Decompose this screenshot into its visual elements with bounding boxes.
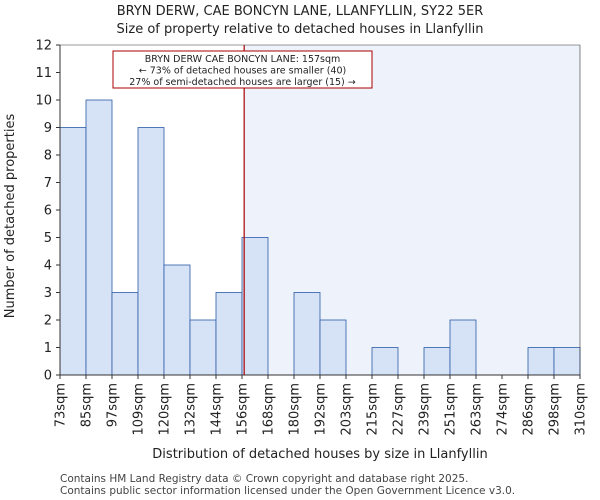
y-tick-label: 11 bbox=[35, 66, 52, 81]
x-tick-label: 274sqm bbox=[496, 383, 511, 436]
x-tick-label: 168sqm bbox=[262, 383, 277, 436]
x-tick-label: 73sqm bbox=[54, 383, 69, 427]
bar bbox=[319, 319, 347, 376]
footer-line1: Contains HM Land Registry data © Crown c… bbox=[60, 473, 469, 485]
x-tick-label: 263sqm bbox=[470, 383, 485, 436]
y-tick-label: 3 bbox=[44, 286, 52, 301]
y-tick-label: 0 bbox=[44, 369, 52, 384]
annotation-box bbox=[112, 50, 373, 89]
x-tick-label: 203sqm bbox=[340, 383, 355, 436]
annotation-line-1: BRYN DERW CAE BONCYN LANE: 157sqm bbox=[145, 54, 341, 65]
bar bbox=[189, 319, 217, 376]
y-tick-label: 5 bbox=[44, 231, 52, 246]
bar bbox=[137, 127, 165, 376]
y-tick-label: 7 bbox=[44, 176, 52, 191]
x-tick-label: 109sqm bbox=[132, 383, 147, 436]
y-tick-label: 8 bbox=[44, 149, 52, 164]
annotation-line-2: ← 73% of detached houses are smaller (40… bbox=[139, 66, 346, 77]
y-tick-label: 2 bbox=[44, 314, 52, 329]
x-tick-label: 227sqm bbox=[392, 383, 407, 436]
bar bbox=[423, 347, 451, 376]
y-tick-label: 1 bbox=[44, 341, 52, 356]
bar bbox=[371, 347, 399, 376]
y-tick-label: 4 bbox=[44, 259, 52, 274]
x-tick-label: 120sqm bbox=[158, 383, 173, 436]
x-tick-label: 192sqm bbox=[314, 383, 329, 436]
x-tick-label: 286sqm bbox=[522, 383, 537, 436]
bar bbox=[85, 99, 113, 376]
x-tick-label: 180sqm bbox=[288, 383, 303, 436]
footer-line2: Contains public sector information licen… bbox=[60, 485, 516, 497]
y-axis-label: Number of detached properties bbox=[3, 114, 18, 319]
annotation-line-3: 27% of semi-detached houses are larger (… bbox=[129, 77, 356, 88]
bar bbox=[293, 292, 321, 376]
x-tick-label: 97sqm bbox=[106, 383, 121, 427]
x-tick-label: 239sqm bbox=[418, 383, 433, 436]
bar bbox=[241, 237, 269, 376]
bar bbox=[553, 347, 581, 376]
x-tick-label: 156sqm bbox=[236, 383, 251, 436]
bar bbox=[527, 347, 555, 376]
x-tick-label: 251sqm bbox=[444, 383, 459, 436]
y-tick-label: 9 bbox=[44, 121, 52, 136]
chart-title-line2: Size of property relative to detached ho… bbox=[117, 22, 484, 37]
x-axis-label: Distribution of detached houses by size … bbox=[152, 447, 487, 462]
x-tick-label: 310sqm bbox=[574, 383, 589, 436]
bar bbox=[449, 319, 477, 376]
x-tick-label: 298sqm bbox=[548, 383, 563, 436]
x-tick-label: 132sqm bbox=[184, 383, 199, 436]
bar bbox=[59, 127, 87, 376]
y-tick-label: 10 bbox=[35, 94, 52, 109]
bar bbox=[163, 264, 191, 376]
x-tick-label: 215sqm bbox=[366, 383, 381, 436]
x-tick-label: 144sqm bbox=[210, 383, 225, 436]
x-tick-label: 85sqm bbox=[80, 383, 95, 427]
bar bbox=[111, 292, 139, 376]
chart-title-line1: BRYN DERW, CAE BONCYN LANE, LLANFYLLIN, … bbox=[117, 4, 484, 19]
y-tick-label: 12 bbox=[35, 39, 52, 54]
bar bbox=[215, 292, 243, 376]
y-tick-label: 6 bbox=[44, 204, 52, 219]
